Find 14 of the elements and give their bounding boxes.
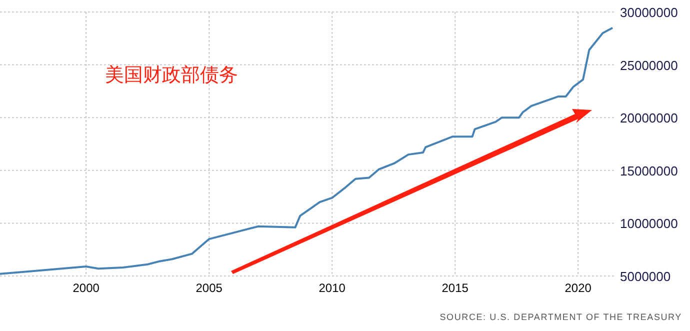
x-tick-label: 2010 bbox=[318, 281, 346, 295]
y-tick-label: 20000000 bbox=[620, 110, 678, 126]
x-tick-label: 2000 bbox=[72, 281, 100, 295]
line-series bbox=[0, 26, 614, 275]
text: 美国财政部债务 bbox=[105, 64, 238, 86]
y-tick-label: 30000000 bbox=[620, 5, 678, 20]
y-tick-label: 5000000 bbox=[620, 269, 671, 284]
source-note: SOURCE: U.S. DEPARTMENT OF THE TREASURY bbox=[440, 312, 682, 322]
y-tick-label: 15000000 bbox=[620, 163, 678, 178]
x-tick-label: 2015 bbox=[442, 281, 469, 295]
x-tick-label: 2020 bbox=[564, 281, 592, 295]
y-tick-label: 25000000 bbox=[620, 58, 678, 73]
x-tick-label: 2005 bbox=[196, 281, 223, 295]
y-tick-label: 10000000 bbox=[620, 216, 678, 232]
